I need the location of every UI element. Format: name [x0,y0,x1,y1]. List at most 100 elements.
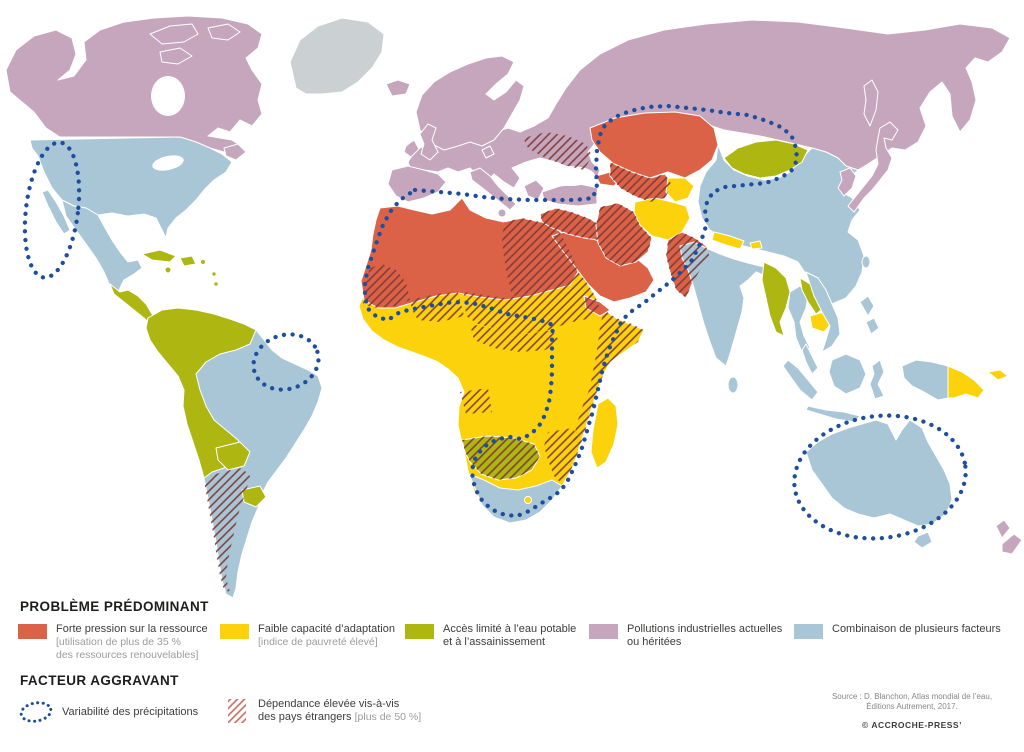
legend-factor-title: FACTEUR AGGRAVANT [20,673,179,688]
region-islande [385,79,411,97]
hatch-pakistan [666,232,710,298]
region-grece [523,179,545,201]
region-papouasie-nouvelle-guinee [947,365,985,399]
region-porto-rico [200,259,206,265]
great-lakes [152,155,184,171]
region-philippines [865,317,880,335]
region-java [805,405,861,423]
region-royaume-uni [419,123,439,161]
legend-label: ou héritées [627,636,682,648]
legend-label: Pollutions industrielles actuelles [627,623,783,635]
mer-noire [545,166,595,186]
legend-label: Forte pression sur la ressource [56,623,208,635]
publisher-credit: © ACCROCHE-PRESS’ [862,720,962,730]
hatch-angola [460,388,492,414]
region-coree [837,167,857,197]
region-andes-nord-amerique-sud [145,307,257,479]
region-birmanie [761,261,791,337]
hudson-bay [151,76,185,116]
region-irlande [403,139,420,158]
dotted-ellipse-icon [19,701,53,723]
hatch-ouzbekistan-turkmenistan [610,162,672,202]
legend-item-combination: Combinaison de plusieurs facteurs [794,623,1014,639]
legend-item-pollution: Pollutions industrielles actuelles ou hé… [589,623,794,649]
legend-item-access: Accès limité à l’eau potable et à l’assa… [405,623,590,649]
legend-item-pressure: Forte pression sur la ressource [utilisa… [18,623,218,661]
world-map-svg [5,15,1023,599]
region-sumatra [782,359,819,401]
variability-nordeste-bresil [251,332,321,392]
region-antilles [213,281,219,287]
hatch-overlays [204,132,710,592]
region-borneo [828,353,867,395]
legend-sublabel: [indice de pauvreté élevé] [258,636,378,648]
region-nepal [711,231,745,250]
region-bhoutan [749,240,763,250]
region-italie [469,167,517,211]
legend-label: Dépendance élevée vis-à-vis [258,698,400,710]
legend-label: des pays étrangers [plus de 50 %] [258,711,421,724]
legend-sublabel-inline: [plus de 50 %] [354,711,422,723]
hatch-icon [228,699,246,723]
hatch-kenya-tanzanie [573,388,596,444]
legend-item-dependence: Dépendance élevée vis-à-vis des pays étr… [228,698,458,724]
hatch-egypte [502,218,578,296]
source-line1: Source : D. Blanchon, Atlas mondial de l… [831,692,993,701]
legend-item-adaptation: Faible capacité d’adaptation [indice de … [220,623,405,649]
hatch-namibie-botswana [462,436,540,480]
legend-label: et à l’assainissement [443,636,546,648]
region-scandinavie [415,55,525,151]
region-arctic-island [159,47,193,65]
region-arctic-island [207,23,241,41]
region-hispaniola [179,255,197,267]
source-line2: Éditions Autrement, 2017. [866,702,958,711]
region-sri-lanka [727,376,739,394]
region-celebes [869,359,885,400]
variability-afrique-moyen-orient-asie-centrale [362,103,800,519]
region-inde [679,241,773,367]
region-arctic-island [149,23,199,45]
region-sicile [497,208,507,218]
variability-australie [792,413,968,541]
hatch-mauritanie [363,264,410,308]
region-taiwan [861,255,871,269]
legend-sublabel: des ressources renouvelables] [56,648,199,661]
hatch-levant-irak [540,208,602,240]
region-malaisie [801,343,819,375]
region-kirghizistan-tadjikistan [665,177,695,203]
region-papouasie-occidentale [901,359,949,401]
region-paraguay [215,441,251,471]
region-antilles [211,271,217,277]
legend-label: Combinaison de plusieurs facteurs [832,623,1001,635]
legend-label: Faible capacité d’adaptation [258,623,395,635]
region-cuba [141,249,177,263]
legend-label: Accès limité à l’eau potable [443,623,577,635]
hatch-sahel [464,272,600,334]
region-jamaique [164,266,172,274]
region-sakhaline [863,79,879,127]
variability-zones [22,103,968,541]
region-greenland [289,17,385,95]
region-uruguay [241,485,267,508]
region-newfoundland [223,143,247,161]
variability-ouest-etats-unis-mexique [22,140,82,280]
region-kazakhstan [589,111,719,179]
region-philippines [859,295,875,317]
hatch-iran [596,203,652,266]
region-madagascar [590,397,619,469]
combination-swatch [794,624,823,639]
source-block: Source : D. Blanchon, Atlas mondial de l… [828,692,996,730]
region-danemark [481,145,495,159]
region-australie [805,419,953,527]
region-nouvelle-zelande [1001,533,1023,555]
region-nouvelle-bretagne [987,369,1009,381]
region-tasmanie [913,531,933,549]
region-lesotho [524,496,532,504]
region-mongolie [723,139,809,179]
legend-item-variability: Variabilité des précipitations [14,698,234,726]
legend-sublabel: [utilisation de plus de 35 % [56,636,181,648]
access-swatch [405,624,434,639]
hatch-mozambique [544,428,581,484]
pollution-swatch [589,624,618,639]
region-mexique [61,199,143,293]
